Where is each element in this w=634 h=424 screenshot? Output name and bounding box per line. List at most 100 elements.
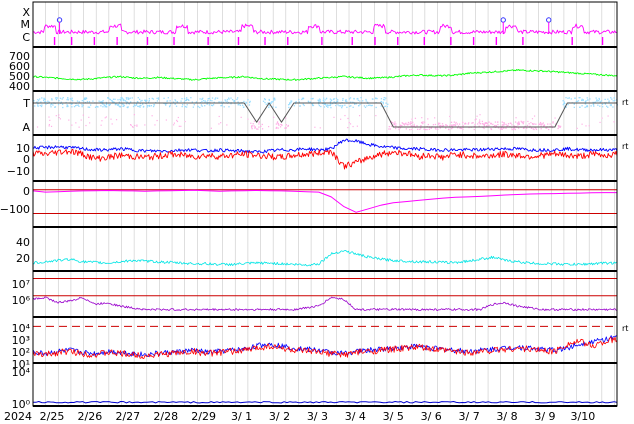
orientation-point-a <box>427 123 430 126</box>
orientation-point-a <box>389 128 392 130</box>
orientation-point-a <box>437 124 440 126</box>
orientation-point-t <box>581 99 583 102</box>
orientation-point-t <box>344 104 346 106</box>
orientation-point-a <box>454 124 457 127</box>
orientation-point-t <box>157 98 160 100</box>
orientation-point-t <box>342 97 344 100</box>
orientation-point-t <box>312 104 315 107</box>
orientation-point-a <box>478 125 480 127</box>
y-tick-labels: XMC700600500400TArt100−10rt0−100402010⁷1… <box>0 6 628 411</box>
orientation-point-t <box>369 104 371 106</box>
orientation-point-scatter <box>352 125 354 128</box>
orientation-point-t <box>355 103 357 105</box>
orientation-point-a <box>284 127 286 129</box>
orientation-point-a <box>532 128 534 130</box>
orientation-point-a <box>280 123 282 126</box>
orientation-point-a <box>403 123 405 125</box>
orientation-point-scatter <box>85 124 87 127</box>
orientation-point-a <box>422 121 424 123</box>
orientation-point-t <box>273 97 275 99</box>
orientation-point-scatter <box>599 121 601 124</box>
kp-frame <box>32 226 618 272</box>
electrons-series-blue <box>32 335 618 357</box>
orientation-point-a <box>539 121 542 124</box>
orientation-point-t <box>169 100 171 102</box>
orientation-point-t <box>311 98 314 100</box>
flare-tick-label: M <box>21 18 31 31</box>
orientation-point-t <box>156 100 159 102</box>
electrons-frame <box>32 316 618 364</box>
orientation-point-t <box>348 98 351 100</box>
orientation-point-t <box>345 99 347 101</box>
orientation-point-scatter <box>446 124 448 127</box>
orientation-point-t <box>324 103 327 105</box>
orientation-point-t <box>78 101 80 103</box>
x-tick-label: 3/ 4 <box>345 410 366 423</box>
orientation-point-t <box>366 105 368 107</box>
orientation-point-t <box>610 104 612 106</box>
orientation-point-t <box>565 106 567 108</box>
orientation-point-a <box>471 122 473 124</box>
orientation-point-t <box>183 97 186 100</box>
orientation-point-scatter <box>530 122 532 124</box>
orientation-point-t <box>218 101 220 103</box>
orientation-point-t <box>270 102 272 105</box>
orientation-point-t <box>123 98 125 101</box>
orientation-point-a <box>405 122 407 124</box>
orientation-point-t <box>357 99 359 101</box>
orientation-point-scatter <box>111 123 113 125</box>
orientation-point-a <box>258 126 260 128</box>
orientation-point-a <box>410 125 412 127</box>
bfield-bz-series <box>32 149 618 170</box>
orientation-point-t <box>45 103 47 105</box>
orientation-point-t <box>204 105 206 107</box>
xray-frame <box>32 362 618 407</box>
orientation-point-t <box>344 99 347 102</box>
orientation-point-a <box>540 128 542 130</box>
orientation-point-scatter <box>348 121 350 124</box>
orientation-tick-label: A <box>22 121 30 134</box>
orientation-point-t <box>106 106 108 108</box>
orientation-point-t <box>119 106 121 108</box>
flare-bar <box>173 37 175 45</box>
orientation-point-scatter <box>58 114 60 116</box>
orientation-point-t <box>67 97 69 99</box>
orientation-point-t <box>364 106 367 109</box>
orientation-point-a <box>497 127 500 129</box>
orientation-point-t <box>598 97 600 100</box>
orientation-point-t <box>265 103 267 105</box>
orientation-point-t <box>37 105 39 107</box>
orientation-point-t <box>346 106 348 109</box>
flare-bar <box>207 37 209 45</box>
orientation-point-t <box>350 105 352 107</box>
bfield-tick-label: −10 <box>7 165 30 178</box>
bfield-right-mark: rt <box>622 142 628 151</box>
orientation-point-a <box>397 126 400 129</box>
orientation-point-t <box>182 104 184 106</box>
orientation-point-t <box>340 105 342 107</box>
orientation-point-scatter <box>176 119 178 121</box>
orientation-point-t <box>84 98 86 100</box>
speed-tick-label: 400 <box>9 80 30 93</box>
orientation-point-scatter <box>518 127 520 129</box>
orientation-point-t <box>332 102 334 105</box>
orientation-point-t <box>352 101 354 103</box>
orientation-point-t <box>102 103 104 105</box>
orientation-point-a <box>522 121 524 123</box>
orientation-point-a <box>529 125 531 127</box>
orientation-point-t <box>330 106 332 109</box>
orientation-point-t <box>81 104 83 106</box>
orientation-point-scatter <box>411 118 413 120</box>
orientation-point-t <box>81 106 83 108</box>
orientation-point-a <box>523 127 525 129</box>
orientation-point-t <box>346 100 348 103</box>
orientation-point-t <box>109 103 111 106</box>
orientation-point-t <box>70 98 72 100</box>
orientation-point-a <box>557 125 560 127</box>
orientation-point-t <box>385 102 387 104</box>
orientation-point-scatter <box>218 123 220 125</box>
orientation-point-a <box>490 128 492 130</box>
orientation-point-a <box>540 125 542 127</box>
orientation-point-t <box>169 103 172 105</box>
orientation-point-a <box>535 123 537 125</box>
